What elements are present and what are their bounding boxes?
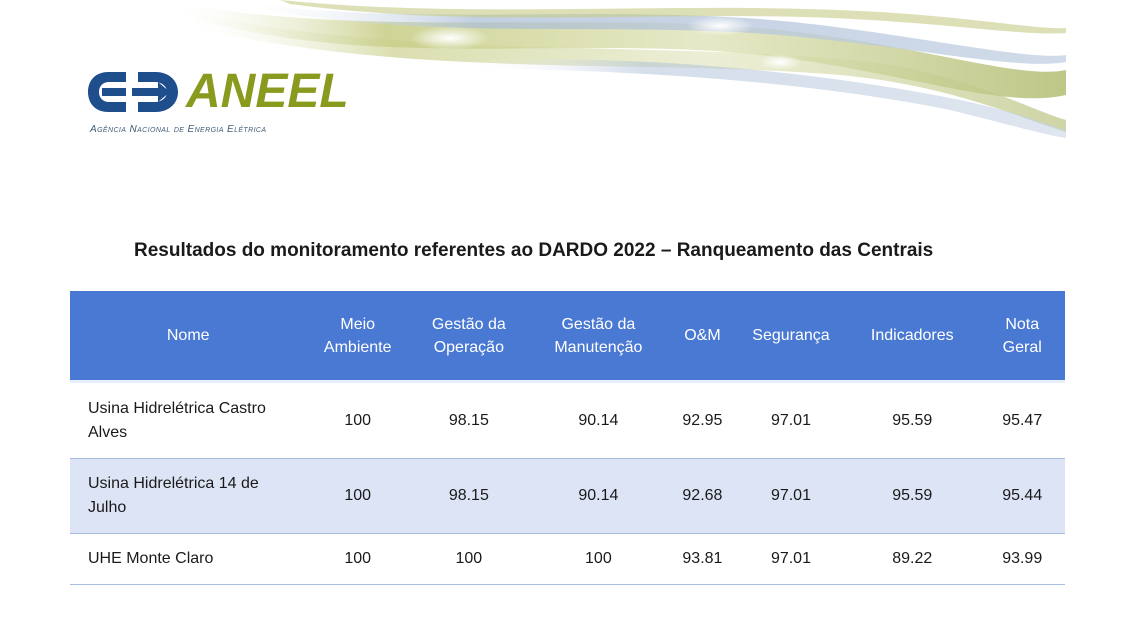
cell-gestao-operacao: 98.15 <box>408 381 529 459</box>
cell-nome: Usina Hidrelétrica Castro Alves <box>70 381 307 459</box>
table-row: Usina Hidrelétrica 14 de Julho 100 98.15… <box>70 458 1065 534</box>
table-row: UHE Monte Claro 100 100 100 93.81 97.01 … <box>70 533 1065 585</box>
ranking-table: Nome Meio Ambiente Gestão da Operação Ge… <box>70 291 1065 585</box>
header-gestao-operacao: Gestão da Operação <box>408 291 529 383</box>
aneel-emblem-icon <box>88 72 178 112</box>
report-title: Resultados do monitoramento referentes a… <box>134 240 934 261</box>
cell-meio-ambiente: 100 <box>306 458 409 534</box>
cell-nota-geral: 95.44 <box>979 458 1065 534</box>
header-seguranca: Segurança <box>736 291 846 383</box>
logo-subtitle: Agência Nacional de Energia Elétrica <box>90 124 267 135</box>
cell-gestao-manutencao: 90.14 <box>528 458 669 534</box>
cell-indicadores: 89.22 <box>845 533 980 585</box>
cell-om: 92.68 <box>668 458 737 534</box>
cell-seguranca: 97.01 <box>736 533 846 585</box>
cell-meio-ambiente: 100 <box>306 533 409 585</box>
logo-wordmark: ANEEL <box>186 65 349 118</box>
table-header: Nome Meio Ambiente Gestão da Operação Ge… <box>70 291 1065 383</box>
cell-seguranca: 97.01 <box>736 381 846 459</box>
header-om: O&M <box>668 291 737 383</box>
cell-om: 93.81 <box>668 533 737 585</box>
cell-nota-geral: 93.99 <box>979 533 1065 585</box>
table-body: Usina Hidrelétrica Castro Alves 100 98.1… <box>70 381 1065 585</box>
cell-om: 92.95 <box>668 381 737 459</box>
cell-seguranca: 97.01 <box>736 458 846 534</box>
header-swoosh-banner <box>160 0 1066 150</box>
cell-indicadores: 95.59 <box>845 458 980 534</box>
header-indicadores: Indicadores <box>845 291 980 383</box>
cell-gestao-manutencao: 90.14 <box>528 381 669 459</box>
header-meio-ambiente: Meio Ambiente <box>306 291 409 383</box>
cell-nota-geral: 95.47 <box>979 381 1065 459</box>
cell-nome: UHE Monte Claro <box>70 533 307 585</box>
header-row: Nome Meio Ambiente Gestão da Operação Ge… <box>70 291 1065 383</box>
table-row: Usina Hidrelétrica Castro Alves 100 98.1… <box>70 381 1065 459</box>
cell-nome: Usina Hidrelétrica 14 de Julho <box>70 458 307 534</box>
cell-meio-ambiente: 100 <box>306 381 409 459</box>
cell-indicadores: 95.59 <box>845 381 980 459</box>
header-nome: Nome <box>70 291 307 383</box>
cell-gestao-operacao: 98.15 <box>408 458 529 534</box>
header-gestao-manutencao: Gestão da Manutenção <box>528 291 669 383</box>
cell-gestao-manutencao: 100 <box>528 533 669 585</box>
aneel-logo: ANEEL Agência Nacional de Energia Elétri… <box>86 64 356 144</box>
cell-gestao-operacao: 100 <box>408 533 529 585</box>
header-nota-geral: Nota Geral <box>979 291 1065 383</box>
